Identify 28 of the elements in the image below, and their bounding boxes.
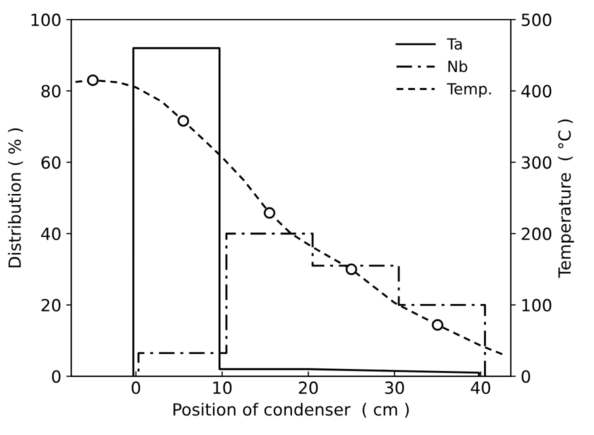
point — [346, 264, 358, 276]
y2-tick-label: 300 — [522, 156, 552, 169]
point — [264, 207, 276, 219]
x-tick-label: 40 — [470, 381, 490, 394]
y-tick-label: 80 — [41, 84, 60, 98]
y-tick-label: 40 — [41, 228, 60, 240]
legend-label: Nb — [448, 60, 468, 72]
y-tick-label: 60 — [42, 156, 60, 169]
y-tick-label: 0 — [52, 370, 60, 383]
x-axis-title: Position of condenser ( cm ) — [174, 402, 409, 418]
y2-tick-label: 100 — [522, 298, 552, 312]
point — [87, 74, 99, 86]
y-axis-title: Distribution ( % ) — [8, 128, 23, 268]
x-tick-label: 30 — [385, 381, 404, 394]
y-tick-label: 100 — [32, 14, 60, 26]
x-tick-label: 20 — [298, 381, 318, 394]
y2-tick-label: 200 — [522, 228, 552, 240]
x-tick-label: 10 — [213, 381, 232, 394]
x-tick-label: 0 — [132, 381, 140, 394]
y2-axis-title: Temperature ( °C ) — [558, 119, 574, 278]
y-tick-label: 20 — [42, 298, 60, 312]
point — [178, 115, 190, 127]
y2-tick-label: 400 — [521, 84, 552, 98]
legend-label: Temp. — [446, 83, 491, 98]
legend-label: Ta — [446, 38, 462, 50]
y2-tick-label: 0 — [522, 370, 530, 383]
y2-tick-label: 500 — [522, 14, 552, 26]
point — [432, 319, 444, 331]
